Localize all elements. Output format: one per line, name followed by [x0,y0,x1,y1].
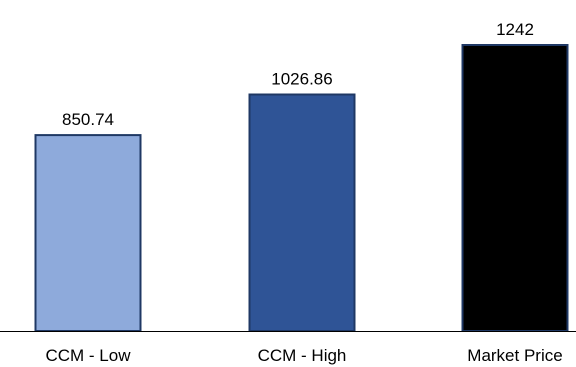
bar-market-price [461,44,569,332]
bar-ccm-high [248,93,356,332]
bar-ccm-low [34,134,142,332]
bars-layer [34,44,569,332]
category-label: CCM - Low [45,346,131,365]
data-label: 1242 [496,20,534,39]
data-labels-layer: 850.74 1026.86 1242 [62,20,534,129]
category-label: Market Price [467,346,562,365]
category-label: CCM - High [258,346,347,365]
data-label: 1026.86 [271,70,332,89]
data-label: 850.74 [62,110,114,129]
category-labels-layer: CCM - Low CCM - High Market Price [45,346,562,365]
